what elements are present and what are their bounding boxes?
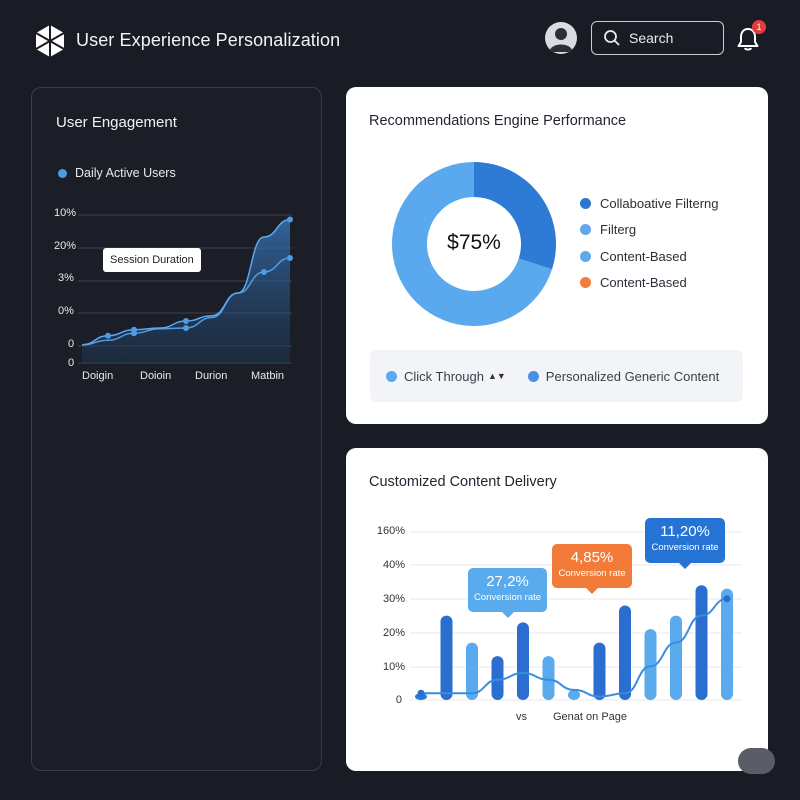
personalized-content-label[interactable]: Personalized Generic Content bbox=[545, 368, 720, 384]
callout-conversion: 4,85% Conversion rate bbox=[552, 544, 632, 594]
ue-y-label: 20% bbox=[54, 240, 77, 252]
bar bbox=[593, 642, 606, 700]
recommendations-legend: Collaboative Filterng Filterg Content-Ba… bbox=[580, 190, 719, 296]
bar bbox=[466, 642, 478, 700]
cc-y-label: 160% bbox=[376, 525, 405, 537]
ue-legend-label: Daily Active Users bbox=[75, 166, 176, 180]
cc-y-label: 40% bbox=[382, 559, 405, 571]
callout-value: 27,2% bbox=[486, 573, 529, 590]
bar bbox=[542, 656, 555, 700]
callout-label: Conversion rate bbox=[651, 542, 719, 553]
ue-y-label: 10% bbox=[54, 207, 77, 219]
ue-x-label: Durion bbox=[195, 370, 228, 382]
user-engagement-chart bbox=[78, 214, 293, 364]
callout-value: 11,20% bbox=[660, 523, 710, 540]
callout-conversion: 11,20% Conversion rate bbox=[645, 518, 725, 569]
trend-point bbox=[417, 689, 425, 697]
donut-slice bbox=[392, 162, 552, 326]
bar bbox=[568, 689, 580, 700]
data-point bbox=[287, 216, 293, 223]
bar bbox=[517, 622, 529, 700]
ue-legend: Daily Active Users bbox=[58, 166, 176, 180]
bar bbox=[644, 629, 657, 700]
data-point bbox=[183, 318, 189, 324]
bar bbox=[721, 588, 733, 700]
custom-delivery-panel: Customized Content Delivery 160% 40% 30%… bbox=[346, 448, 768, 771]
legend-dot bbox=[580, 250, 591, 262]
click-through-label[interactable]: Click Through bbox=[404, 368, 484, 384]
recommendations-filter-bar: Click Through ▲▼ Personalized Generic Co… bbox=[370, 350, 743, 402]
bar bbox=[440, 615, 453, 700]
recommendations-panel: Recommendations Engine Performance $75% … bbox=[346, 87, 768, 424]
cc-x-label: Genat on Page bbox=[553, 711, 628, 723]
legend-label: Content-Based bbox=[600, 248, 687, 264]
cc-y-label: 20% bbox=[382, 627, 405, 639]
callout-label: Conversion rate bbox=[473, 592, 542, 603]
legend-label: Filterg bbox=[600, 222, 637, 238]
app-title: User Experience Personalization bbox=[76, 30, 341, 50]
recommendations-donut-chart bbox=[392, 162, 556, 326]
search-icon bbox=[604, 30, 620, 46]
cube-logo-icon bbox=[35, 25, 65, 57]
search-box[interactable] bbox=[591, 21, 724, 55]
scroll-handle[interactable] bbox=[738, 748, 775, 774]
user-avatar-icon[interactable] bbox=[545, 22, 577, 54]
callout-value: 4,85% bbox=[570, 549, 614, 566]
click-through-dot bbox=[386, 370, 397, 382]
user-engagement-title: User Engagement bbox=[56, 114, 177, 131]
ue-y-label: 0 bbox=[68, 357, 75, 369]
legend-dot bbox=[580, 277, 591, 289]
ue-x-label: Doigin bbox=[82, 370, 114, 382]
ue-x-label: Matbin bbox=[251, 370, 285, 382]
callout-label: Conversion rate bbox=[558, 568, 626, 579]
custom-delivery-chart bbox=[410, 531, 742, 701]
area-fill bbox=[82, 219, 290, 363]
search-input[interactable] bbox=[629, 30, 719, 46]
legend-item: Content-Based bbox=[580, 243, 719, 270]
legend-item: Filterg bbox=[580, 217, 719, 244]
session-duration-tooltip: Session Duration bbox=[103, 248, 201, 272]
ue-y-label: 3% bbox=[58, 272, 74, 284]
data-point bbox=[261, 269, 267, 275]
ue-x-label: Doioin bbox=[140, 370, 172, 382]
cc-x-label: vs bbox=[516, 711, 527, 723]
legend-item: Collaboative Filterng bbox=[580, 190, 719, 217]
data-point bbox=[105, 332, 111, 339]
bar bbox=[491, 656, 504, 700]
legend-label: Collaboative Filterng bbox=[600, 195, 719, 211]
bar bbox=[695, 585, 708, 700]
data-point bbox=[287, 255, 293, 261]
donut-slice bbox=[474, 162, 556, 270]
personalized-dot bbox=[527, 370, 539, 382]
legend-dot bbox=[580, 197, 591, 209]
legend-dot bbox=[580, 224, 591, 236]
trend-point bbox=[723, 595, 731, 603]
legend-item: Content-Based bbox=[580, 270, 719, 297]
donut-center-value: $75% bbox=[447, 231, 501, 254]
notification-badge: 1 bbox=[752, 20, 766, 34]
custom-delivery-title: Customized Content Delivery bbox=[369, 474, 557, 490]
legend-dot bbox=[58, 168, 67, 178]
user-engagement-panel: User Engagement Daily Active Users 10% 2… bbox=[31, 87, 322, 771]
bar bbox=[670, 615, 682, 700]
cc-y-label: 0 bbox=[395, 694, 402, 706]
bar bbox=[619, 605, 631, 700]
cc-y-label: 30% bbox=[382, 593, 405, 605]
callout-conversion: 27,2% Conversion rate bbox=[468, 568, 547, 618]
ue-y-label: 0% bbox=[58, 305, 74, 317]
sort-icon[interactable]: ▲▼ bbox=[487, 371, 506, 381]
cc-y-label: 10% bbox=[382, 661, 405, 673]
trend-line bbox=[421, 597, 728, 698]
data-point bbox=[183, 325, 189, 331]
data-point bbox=[131, 330, 137, 337]
legend-label: Content-Based bbox=[600, 275, 687, 291]
ue-y-label: 0 bbox=[68, 338, 75, 350]
recommendations-title: Recommendations Engine Performance bbox=[369, 113, 627, 129]
